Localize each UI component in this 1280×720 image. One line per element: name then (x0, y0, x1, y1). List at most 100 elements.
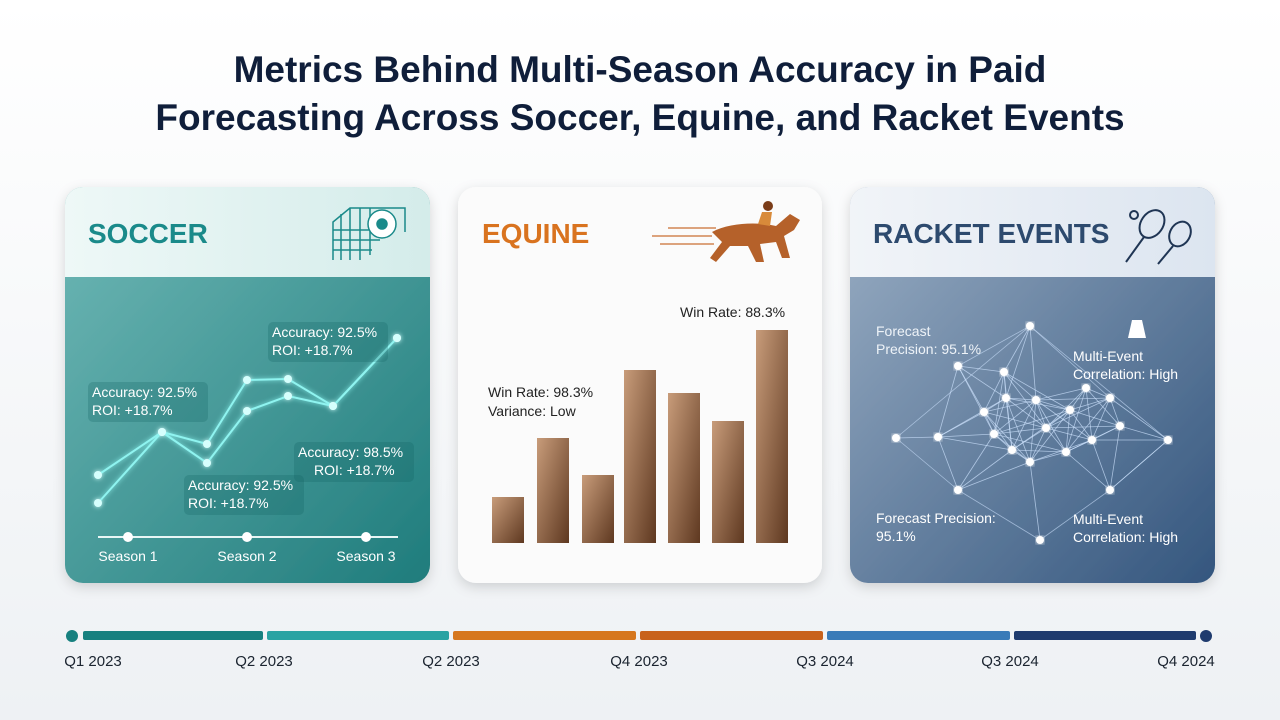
callout: ROI: +18.7% (314, 462, 395, 478)
network-edge (957, 433, 995, 491)
callout: Forecast Precision: (876, 510, 996, 526)
trend-point (203, 459, 211, 467)
decorative-bar (712, 421, 744, 543)
network-edge (1109, 397, 1169, 441)
network-node (1008, 446, 1016, 454)
network-edge (1035, 397, 1111, 401)
network-node (1002, 394, 1010, 402)
network-edge (1085, 387, 1111, 399)
callout: Forecast (876, 323, 931, 339)
season-dot (123, 532, 133, 542)
callout: ROI: +18.7% (188, 495, 269, 511)
network-node (892, 434, 900, 442)
network-edge (957, 365, 1007, 399)
network-edge (993, 433, 1067, 453)
trend-point (284, 392, 292, 400)
network-node (1062, 448, 1070, 456)
network-edge (957, 325, 1031, 367)
network-edge (983, 397, 1007, 413)
network-edge (1003, 325, 1031, 373)
callout: Multi-Event (1073, 511, 1143, 527)
network-edge (1005, 325, 1031, 399)
timeline-label: Q2 2023 (235, 653, 293, 670)
network-edge (895, 436, 939, 439)
network-node (1106, 486, 1114, 494)
timeline: Q1 2023 Q2 2023 Q2 2023 Q4 2023 Q3 2024 Q3 20… (64, 630, 1215, 670)
callout: ROI: +18.7% (272, 342, 353, 358)
timeline-label: Q2 2023 (422, 653, 480, 670)
network-edge (1065, 451, 1111, 491)
network-node (980, 408, 988, 416)
network-edge (937, 436, 1013, 451)
network-edge (983, 411, 995, 435)
network-edge (1029, 325, 1037, 401)
decorative-bar (756, 330, 788, 543)
timeline-segment (83, 631, 263, 640)
trend-point (393, 334, 401, 342)
network-edge (1029, 325, 1111, 399)
callout: ROI: +18.7% (92, 402, 173, 418)
trend-point (243, 376, 251, 384)
network-edge (993, 371, 1005, 435)
network (892, 322, 1172, 544)
network-edge (1005, 397, 1031, 463)
trend-point (284, 375, 292, 383)
network-edge (1035, 399, 1047, 429)
trend-point (94, 499, 102, 507)
trend-point (203, 440, 211, 448)
callout: Variance: Low (488, 403, 577, 419)
trend-lines (94, 334, 401, 507)
title-line: Forecasting Across Soccer, Equine, and R… (155, 97, 1124, 138)
network-edge (1011, 399, 1037, 451)
network-edge (1045, 427, 1093, 441)
network-edge (993, 397, 1007, 435)
network-node (1036, 536, 1044, 544)
timeline-dot (1200, 630, 1212, 642)
trend-point (329, 402, 337, 410)
network-edge (1039, 489, 1111, 541)
callout-box (294, 442, 414, 482)
network-edge (1003, 371, 1013, 451)
decorative-bar (582, 475, 614, 543)
callout: Win Rate: 98.3% (488, 384, 593, 400)
network-edge (1069, 409, 1121, 427)
network-node (1106, 394, 1114, 402)
network-edge (957, 365, 995, 435)
network-edge (1119, 425, 1169, 441)
soccer-card: SOCCER Season 1 Season 2 Season 3 Accura… (65, 187, 430, 583)
network-node (1000, 368, 1008, 376)
callout-box (268, 322, 388, 362)
timeline-segment (453, 631, 636, 640)
network-edge (957, 449, 1013, 491)
timeline-dot (66, 630, 78, 642)
callout: Accuracy: 92.5% (272, 324, 377, 340)
network-node (1026, 458, 1034, 466)
network-edge (1003, 371, 1047, 429)
network-edge (983, 411, 1047, 429)
season-label: Season 3 (336, 548, 395, 564)
network-edge (1035, 399, 1071, 411)
network-edge (993, 427, 1047, 435)
timeline-segment (267, 631, 449, 640)
network-edge (1011, 449, 1067, 453)
callout-box (184, 475, 304, 515)
timeline-segment (1014, 631, 1196, 640)
season-dot (361, 532, 371, 542)
network-edge (1029, 461, 1041, 541)
network-node (1032, 396, 1040, 404)
network-node (1088, 436, 1096, 444)
decorative-bar (492, 497, 524, 543)
network-edge (993, 409, 1071, 435)
network-edge (895, 437, 959, 491)
network-edge (1065, 387, 1087, 453)
decorative-bar (668, 393, 700, 543)
network-edge (937, 397, 1007, 438)
network-node (1066, 406, 1074, 414)
callout: 95.1% (876, 528, 916, 544)
network-edge (1035, 387, 1087, 401)
equine-card: EQUINE Win Rate: 88.3% Win Rate: 98.3% V… (458, 187, 822, 583)
season-label: Season 2 (217, 548, 276, 564)
title-line: Metrics Behind Multi-Season Accuracy in … (234, 49, 1047, 90)
